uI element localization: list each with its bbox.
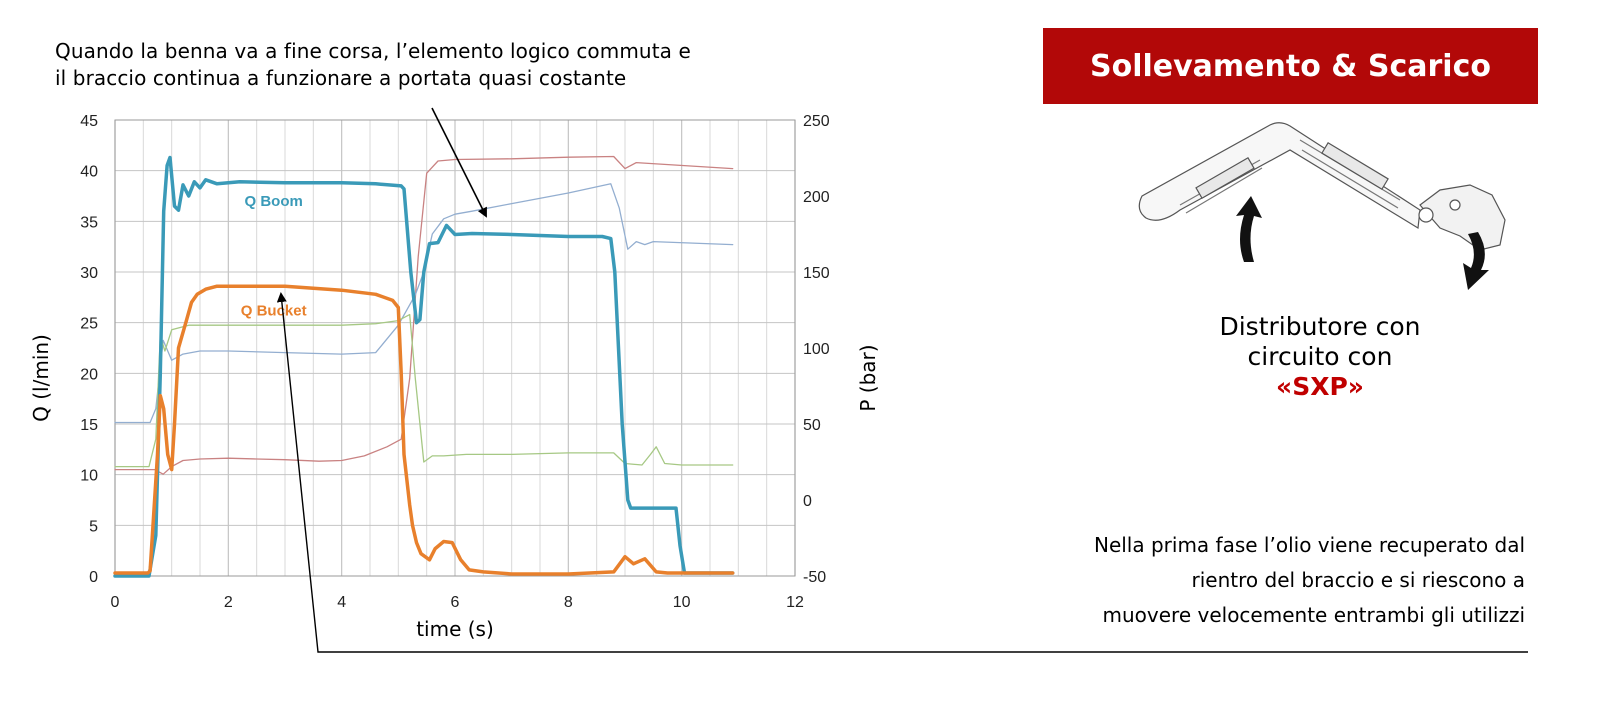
section-badge: Sollevamento & Scarico <box>1043 28 1538 104</box>
y-tick-label: 40 <box>80 164 98 181</box>
annotation-top-line1: Quando la benna va a fine corsa, l’eleme… <box>55 39 691 63</box>
y2-tick-label: 200 <box>803 189 830 206</box>
y-tick-label: 20 <box>80 366 98 383</box>
caption-highlight: «SXP» <box>1276 372 1364 401</box>
y-tick-label: 10 <box>80 468 98 485</box>
y-tick-label: 5 <box>89 518 98 535</box>
annotation-top-line2: il braccio continua a funzionare a porta… <box>55 66 627 90</box>
y2-tick-label: 100 <box>803 341 830 358</box>
y-tick-label: 45 <box>80 113 98 130</box>
arrow-bottom-annotation <box>276 292 1528 653</box>
y2-tick-label: -50 <box>803 569 826 586</box>
y2-tick-label: 50 <box>803 417 821 434</box>
caption-line1: Distributore con <box>1219 312 1421 341</box>
annotation-bottom-line1: Nella prima fase l’olio viene recuperato… <box>1093 533 1525 557</box>
excavator-arm-illustration <box>1138 122 1506 251</box>
rotation-arrow-up-icon <box>1236 196 1262 262</box>
y-tick-label: 30 <box>80 265 98 282</box>
arrow-top-annotation <box>431 107 487 218</box>
series-label: Q Bucket <box>241 303 307 320</box>
y-axis-ticks: 0 5 10 15 20 25 30 35 40 45 <box>80 113 98 586</box>
series-labels: Q Boom Q Bucket <box>241 193 307 319</box>
annotation-bottom-line2: rientro del braccio e si riescono a <box>1191 568 1525 592</box>
y2-tick-label: 150 <box>803 265 830 282</box>
x-axis-ticks: 0 2 4 6 8 10 12 <box>111 594 804 611</box>
caption-line2: circuito con <box>1247 342 1393 371</box>
series-line-q-bucket <box>113 284 735 576</box>
y-tick-label: 15 <box>80 417 98 434</box>
series-line-pressure-4 <box>114 313 734 468</box>
distributor-caption: Distributore con circuito con «SXP» <box>1160 312 1480 402</box>
series-label: Q Boom <box>244 193 302 210</box>
rotation-arrow-down-icon <box>1463 232 1489 290</box>
chart-grid <box>114 119 796 577</box>
x-tick-label: 4 <box>337 594 346 611</box>
y2-tick-label: 0 <box>803 493 812 510</box>
section-badge-title: Sollevamento & Scarico <box>1089 48 1491 84</box>
y-axis-title: Q (l/min) <box>29 334 53 422</box>
series-line-pressure-3 <box>114 183 734 424</box>
series-line-q-boom <box>113 155 735 578</box>
y2-axis-ticks: -50 0 50 100 150 200 250 <box>803 113 830 586</box>
chart-series <box>113 155 735 578</box>
x-tick-label: 8 <box>564 594 573 611</box>
annotation-top: Quando la benna va a fine corsa, l’eleme… <box>55 38 875 92</box>
y-tick-label: 25 <box>80 316 98 333</box>
x-tick-label: 2 <box>224 594 233 611</box>
x-tick-label: 6 <box>451 594 460 611</box>
plot-border <box>114 119 796 577</box>
x-axis-title: time (s) <box>416 617 494 641</box>
y2-tick-label: 250 <box>803 113 830 130</box>
y2-axis-title: P (bar) <box>856 344 880 411</box>
x-tick-label: 12 <box>786 594 804 611</box>
series-line-pressure-2 <box>114 155 734 475</box>
x-tick-label: 10 <box>673 594 691 611</box>
annotation-bottom: Nella prima fase l’olio viene recuperato… <box>900 528 1525 633</box>
y-tick-label: 0 <box>89 569 98 586</box>
y-tick-label: 35 <box>80 214 98 231</box>
x-tick-label: 0 <box>111 594 120 611</box>
annotation-bottom-line3: muovere velocemente entrambi gli utilizz… <box>1102 603 1525 627</box>
